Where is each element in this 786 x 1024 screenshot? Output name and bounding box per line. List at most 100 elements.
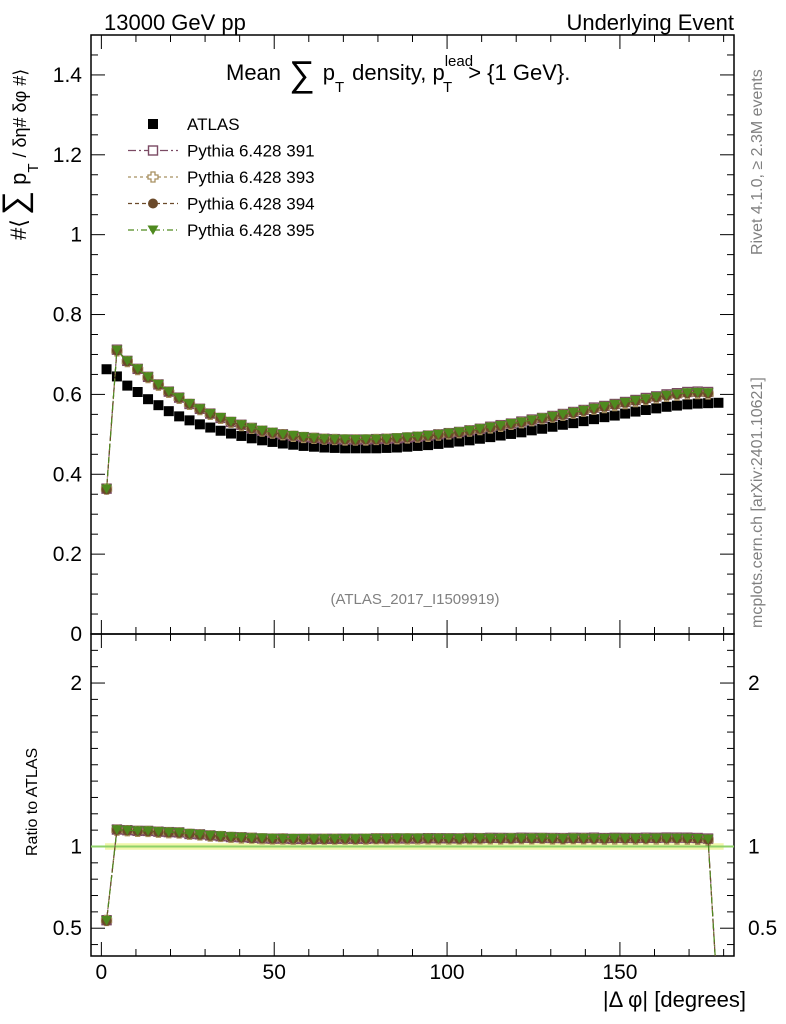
- data-point: [526, 415, 538, 425]
- ratio-point: [640, 833, 652, 844]
- data-point: [506, 428, 517, 439]
- data-point: [547, 421, 558, 432]
- ratio-point: [132, 826, 144, 836]
- data-point: [329, 442, 340, 453]
- ratio-point: [432, 833, 444, 844]
- data-point: [277, 429, 289, 440]
- data-point: [536, 413, 548, 423]
- data-point: [132, 387, 143, 398]
- svg-text:#⟨∑pT/ δη# δφ #⟩: #⟨ ∑ pT / δη# δφ #⟩: [0, 69, 42, 240]
- ratio-point: [464, 833, 476, 844]
- data-point: [371, 443, 382, 454]
- data-point: [598, 401, 610, 412]
- ratio-point: [661, 833, 673, 844]
- ylabel-sum: ∑: [0, 191, 34, 215]
- legend-label: ATLAS: [187, 115, 240, 134]
- data-point: [681, 388, 693, 398]
- ratio-point: [609, 833, 621, 844]
- data-point: [153, 400, 164, 411]
- data-point: [391, 442, 402, 453]
- data-point: [277, 438, 288, 449]
- ratio-point: [381, 833, 393, 844]
- data-point: [661, 390, 673, 401]
- ratio-point: [215, 831, 227, 841]
- ratio-point: [474, 833, 486, 844]
- data-point: [256, 425, 268, 436]
- ratio-point: [681, 833, 693, 844]
- data-point: [319, 442, 330, 453]
- title-t2: T: [443, 79, 452, 96]
- data-point: [433, 438, 444, 449]
- ratio-point: [692, 834, 704, 844]
- ratio-point: [412, 833, 424, 844]
- data-point: [308, 433, 320, 443]
- data-point: [288, 439, 299, 450]
- title-t: T: [335, 79, 344, 96]
- ratio-point: [370, 833, 382, 844]
- ratio-point: [204, 830, 216, 841]
- legend-marker: [147, 145, 159, 156]
- ratio-point: [671, 833, 683, 844]
- data-point: [226, 428, 237, 439]
- data-point: [495, 430, 506, 441]
- ratio-point: [702, 834, 714, 845]
- data-point: [235, 420, 247, 430]
- data-point: [236, 430, 247, 441]
- ratio-point: [547, 833, 559, 844]
- ratio-y-tick-label: 0.5: [53, 917, 82, 940]
- data-point: [692, 387, 704, 398]
- data-point: [443, 428, 455, 439]
- data-point: [194, 404, 206, 414]
- ratio-frame: [90, 633, 735, 957]
- data-point: [298, 432, 310, 442]
- legend-marker: [148, 198, 158, 209]
- data-point: [152, 379, 164, 390]
- data-point: [464, 425, 476, 436]
- data-point: [619, 397, 631, 408]
- ratio-point: [339, 833, 351, 844]
- data-point: [163, 406, 174, 417]
- ratio-point: [349, 834, 361, 844]
- title-sum: ∑: [289, 53, 315, 94]
- data-point: [184, 415, 195, 426]
- legend-label: Pythia 6.428 391: [187, 142, 315, 161]
- data-point: [402, 441, 413, 452]
- y-tick-label: 0.6: [53, 383, 82, 406]
- data-point: [173, 393, 185, 403]
- data-point: [630, 406, 641, 417]
- ratio-plot: 0 50 100 150 0.5 0.5 1 1 2 2: [53, 633, 777, 984]
- legend-item: Pythia 6.428 394: [128, 195, 315, 214]
- data-point: [651, 403, 662, 414]
- data-point: [537, 423, 548, 434]
- title-p: p: [323, 60, 335, 85]
- data-point: [287, 431, 299, 441]
- ratio-point: [111, 825, 123, 835]
- data-point: [578, 416, 589, 427]
- data-point: [609, 410, 620, 421]
- data-point: [204, 409, 216, 419]
- data-point: [381, 442, 392, 453]
- ratio-ylabel: Ratio to ATLAS: [24, 748, 41, 856]
- ratio-point: [401, 833, 413, 844]
- data-point: [588, 403, 600, 414]
- ratio-point: [536, 833, 548, 843]
- x-tick-label: 100: [430, 961, 465, 984]
- data-point: [370, 434, 382, 445]
- data-point: [412, 440, 423, 451]
- data-point: [557, 419, 568, 430]
- data-point: [495, 421, 507, 431]
- data-point: [349, 435, 361, 445]
- data-point: [266, 427, 278, 438]
- data-point: [515, 417, 527, 427]
- y-tick-label: 1.2: [53, 144, 82, 167]
- ratio-point: [318, 834, 330, 844]
- data-point: [484, 422, 496, 433]
- legend-label: Pythia 6.428 394: [187, 195, 315, 214]
- y-tick-label: 1: [70, 224, 82, 247]
- legend-item: ATLAS: [148, 115, 240, 134]
- ratio-point: [184, 829, 196, 839]
- data-point: [174, 411, 185, 422]
- data-point: [391, 433, 403, 443]
- ratio-point: [308, 834, 320, 844]
- data-point: [360, 443, 371, 454]
